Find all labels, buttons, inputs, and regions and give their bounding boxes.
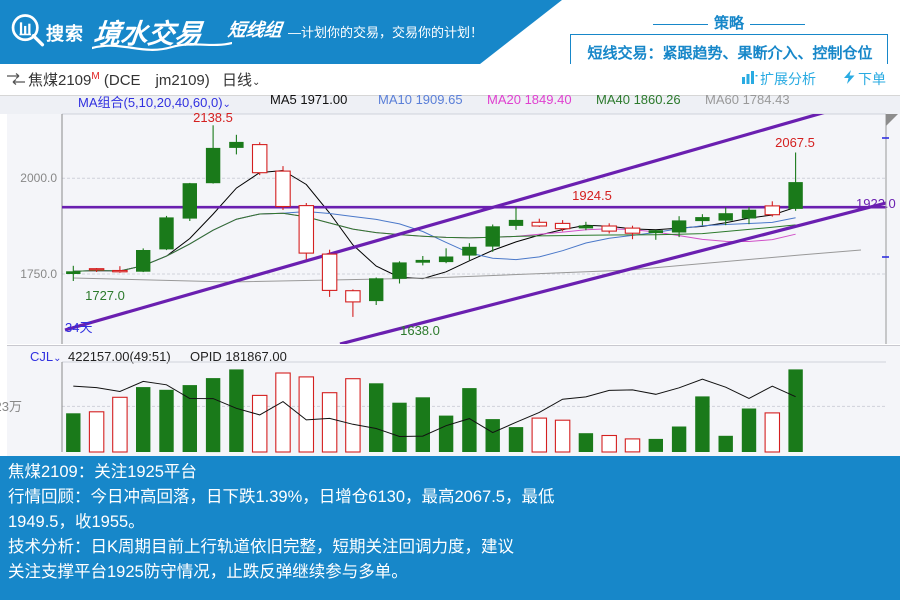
svg-text:23万: 23万	[0, 399, 22, 414]
